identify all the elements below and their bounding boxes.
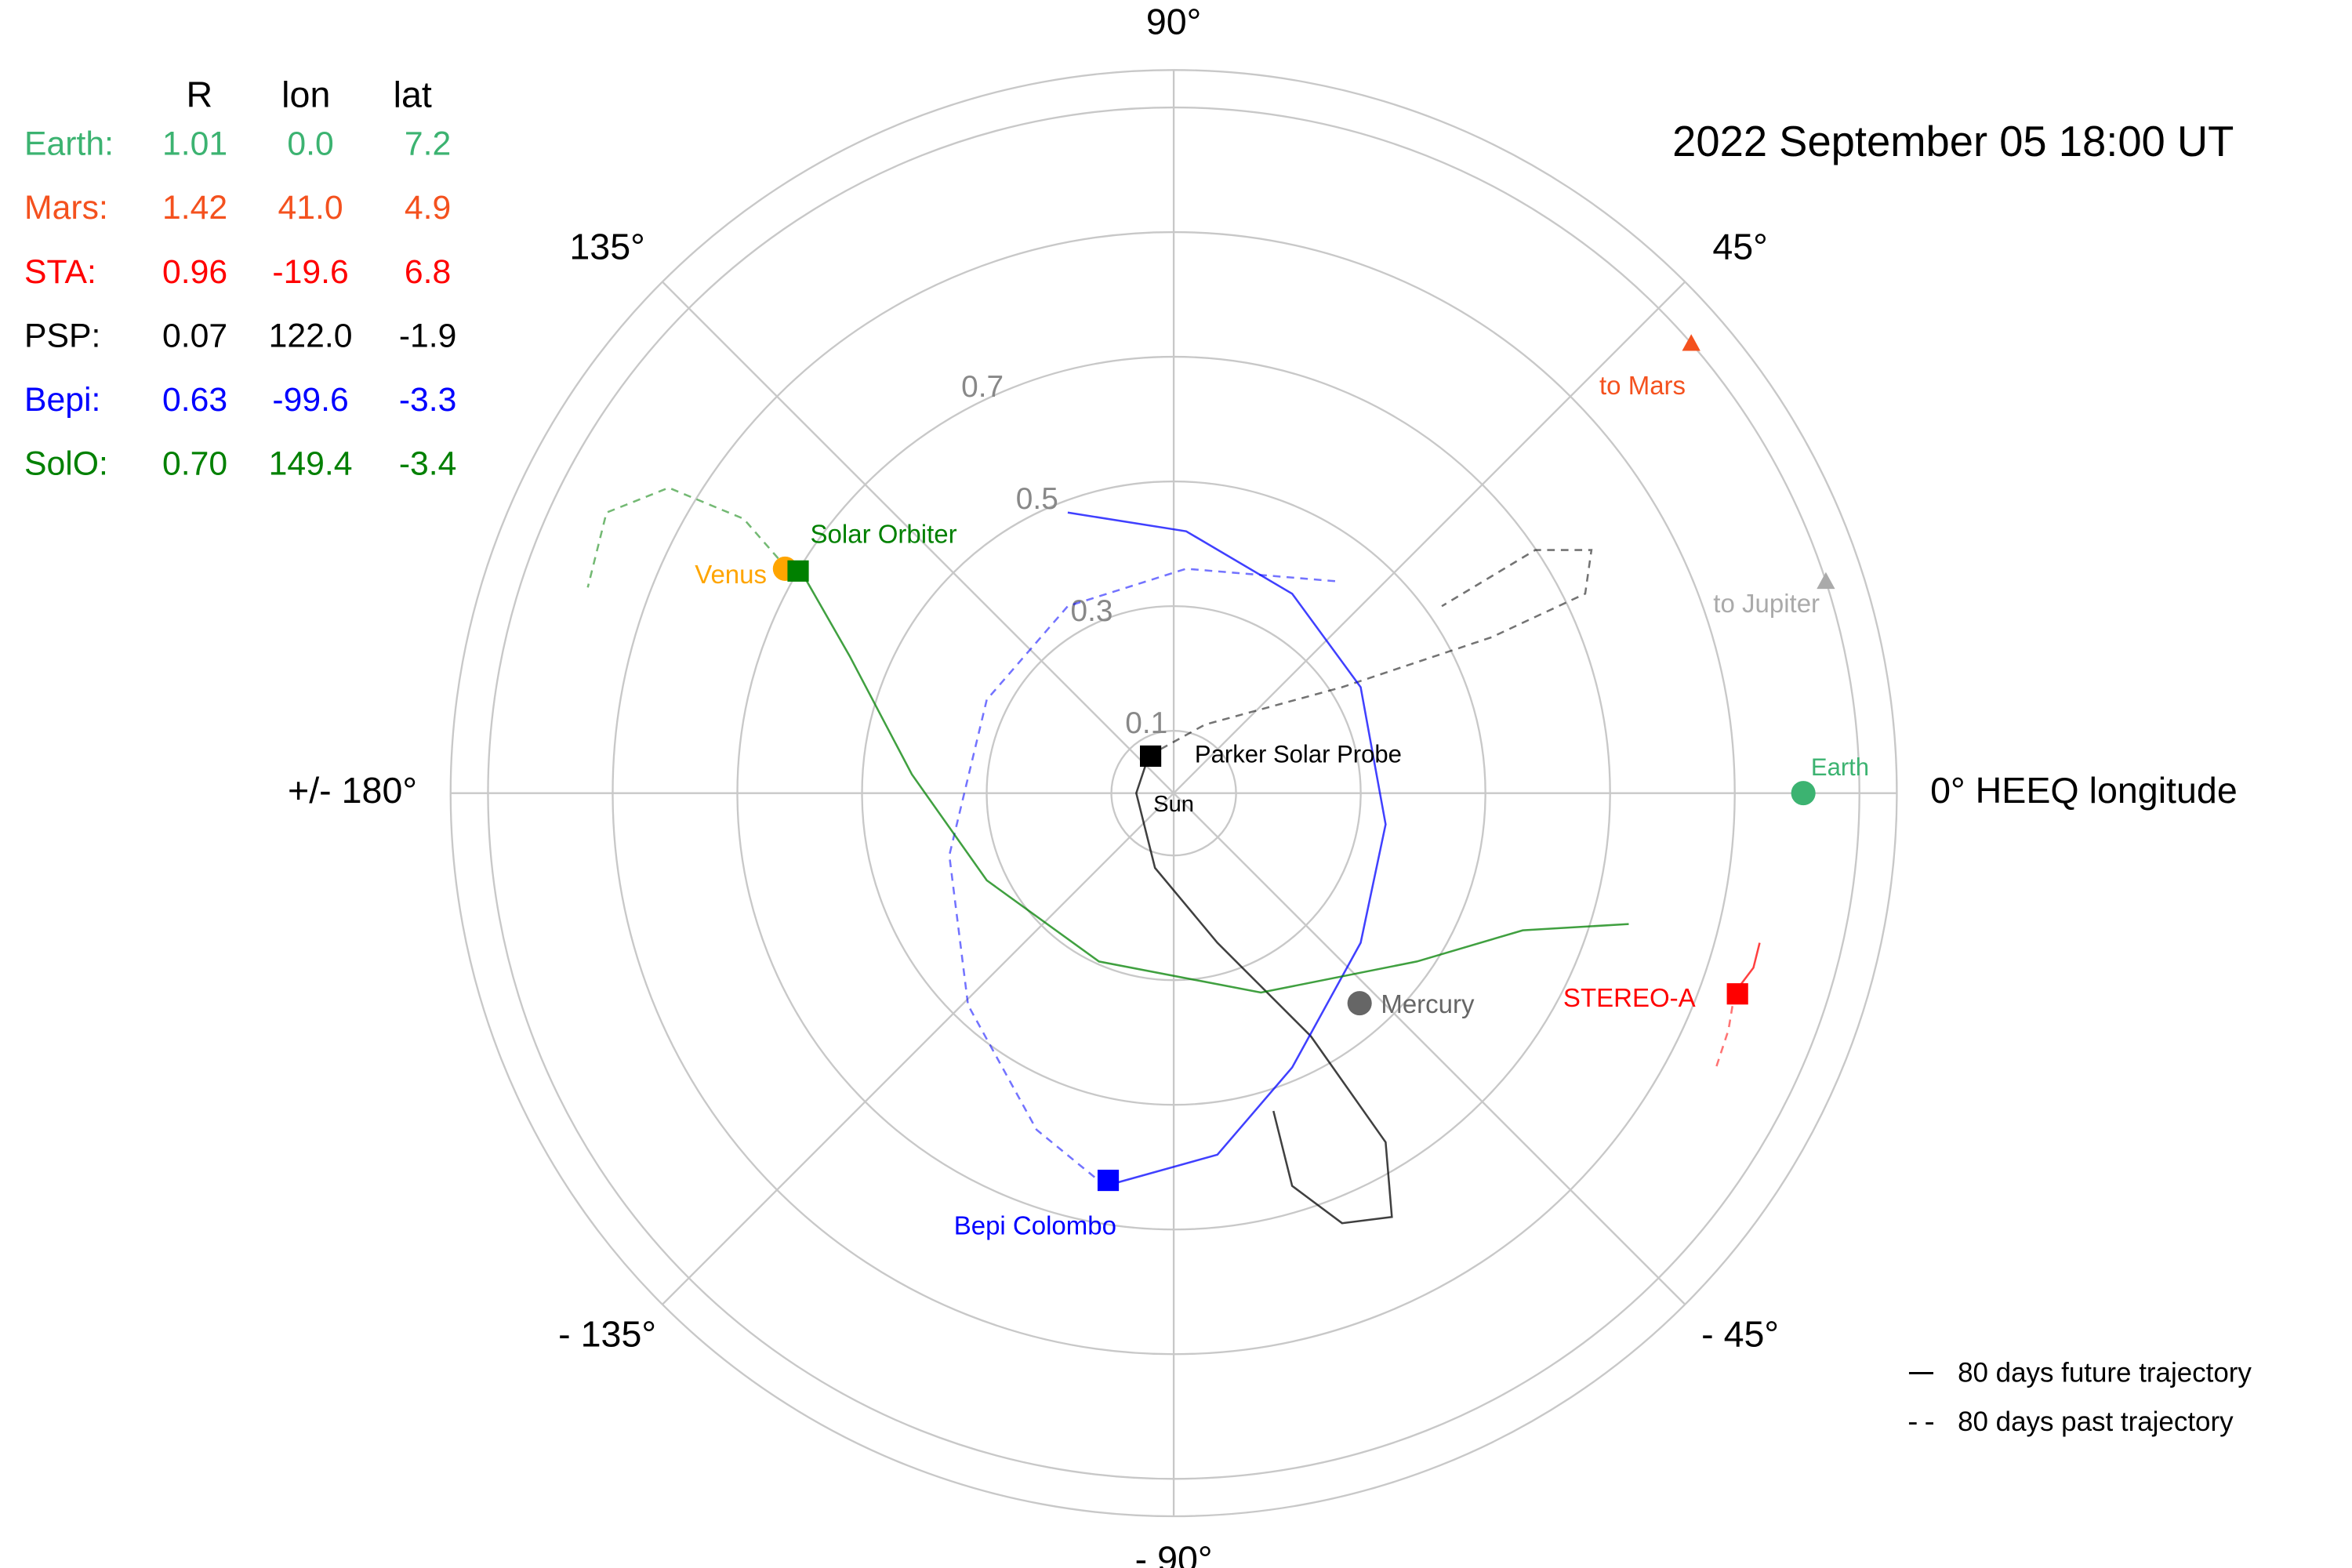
r-tick-label: 0.5 (1016, 482, 1058, 516)
table-cell: 7.2 (405, 125, 451, 163)
table-cell: 0.07 (162, 317, 227, 354)
theta-tick-label: - 135° (558, 1313, 656, 1354)
grid (449, 69, 1898, 1518)
theta-tick-label: +/- 180° (288, 770, 417, 811)
table-header: lon (281, 74, 330, 115)
planet-label: Mercury (1381, 989, 1475, 1018)
theta-tick-label: 90° (1146, 1, 1201, 42)
theta-tick-label: 0° HEEQ longitude (1930, 770, 2238, 811)
grid-spoke (662, 281, 1174, 794)
direction-marker (1682, 334, 1700, 351)
table-cell: 0.0 (287, 125, 333, 163)
theta-tick-label: 135° (569, 227, 644, 267)
table-cell: 0.96 (162, 253, 227, 291)
body-label: Bepi Colombo (954, 1210, 1116, 1240)
table-row-name: Mars: (24, 189, 108, 227)
table-row-name: STA: (24, 253, 96, 291)
body-label: Solar Orbiter (811, 519, 957, 548)
table-row-name: PSP: (24, 317, 100, 354)
table-cell: 0.70 (162, 445, 227, 482)
table-cell: -3.4 (399, 445, 457, 482)
planet-marker (1347, 991, 1372, 1016)
legend: 80 days future trajectory 80 days past t… (1908, 1358, 2252, 1437)
table-cell: 6.8 (405, 253, 451, 291)
table-header: lat (394, 74, 432, 115)
body-label: Earth (1811, 753, 1869, 781)
table-cell: -19.6 (272, 253, 348, 291)
theta-tick-label: 45° (1712, 227, 1767, 267)
direction-marker (1817, 572, 1835, 590)
table-row-name: Earth: (24, 125, 114, 163)
r-tick-label: 0.3 (1071, 594, 1113, 628)
table-row-name: Bepi: (24, 381, 100, 419)
body-marker (1140, 745, 1162, 768)
theta-tick-label: - 90° (1135, 1539, 1213, 1568)
body-label: to Mars (1599, 371, 1686, 400)
past-trajectory (948, 568, 1336, 1187)
planet-label: Venus (695, 560, 767, 589)
body-marker (1097, 1169, 1120, 1192)
table-cell: 4.9 (405, 189, 451, 227)
direction-label: to Jupiter (1713, 589, 1820, 618)
grid-spoke (1173, 281, 1686, 794)
theta-tick-label: - 45° (1701, 1313, 1779, 1354)
future-trajectory (1067, 511, 1387, 1187)
table-cell: -1.9 (399, 317, 457, 354)
table-cell: 1.42 (162, 189, 227, 227)
table-cell: -99.6 (272, 381, 348, 419)
legend-label: 80 days past trajectory (1958, 1406, 2234, 1437)
r-tick-label: 0.1 (1125, 706, 1167, 740)
body-marker (1791, 781, 1816, 806)
future-trajectory (1135, 755, 1393, 1225)
grid-spoke (662, 792, 1174, 1305)
grid-spoke (1173, 792, 1686, 1305)
table-cell: 0.63 (162, 381, 227, 419)
table-row-name: SolO: (24, 445, 108, 482)
trajectories (586, 486, 1761, 1225)
table-cell: 122.0 (269, 317, 353, 354)
table-cell: 1.01 (162, 125, 227, 163)
table-cell: 149.4 (269, 445, 353, 482)
past-trajectory (586, 486, 789, 588)
future-trajectory (798, 568, 1629, 994)
legend-label: 80 days future trajectory (1958, 1358, 2252, 1388)
table-cell: 41.0 (278, 189, 343, 227)
body-label: Parker Solar Probe (1195, 741, 1402, 768)
table-header: R (187, 74, 213, 115)
table-cell: -3.3 (399, 381, 457, 419)
body-marker (787, 560, 809, 582)
body-marker (1726, 983, 1748, 1005)
sun-label: Sun (1153, 792, 1194, 817)
chart-title: 2022 September 05 18:00 UT (1672, 118, 2234, 165)
body-label: STEREO-A (1563, 983, 1696, 1012)
r-tick-label: 0.7 (961, 370, 1004, 404)
past-trajectory (1148, 549, 1593, 757)
